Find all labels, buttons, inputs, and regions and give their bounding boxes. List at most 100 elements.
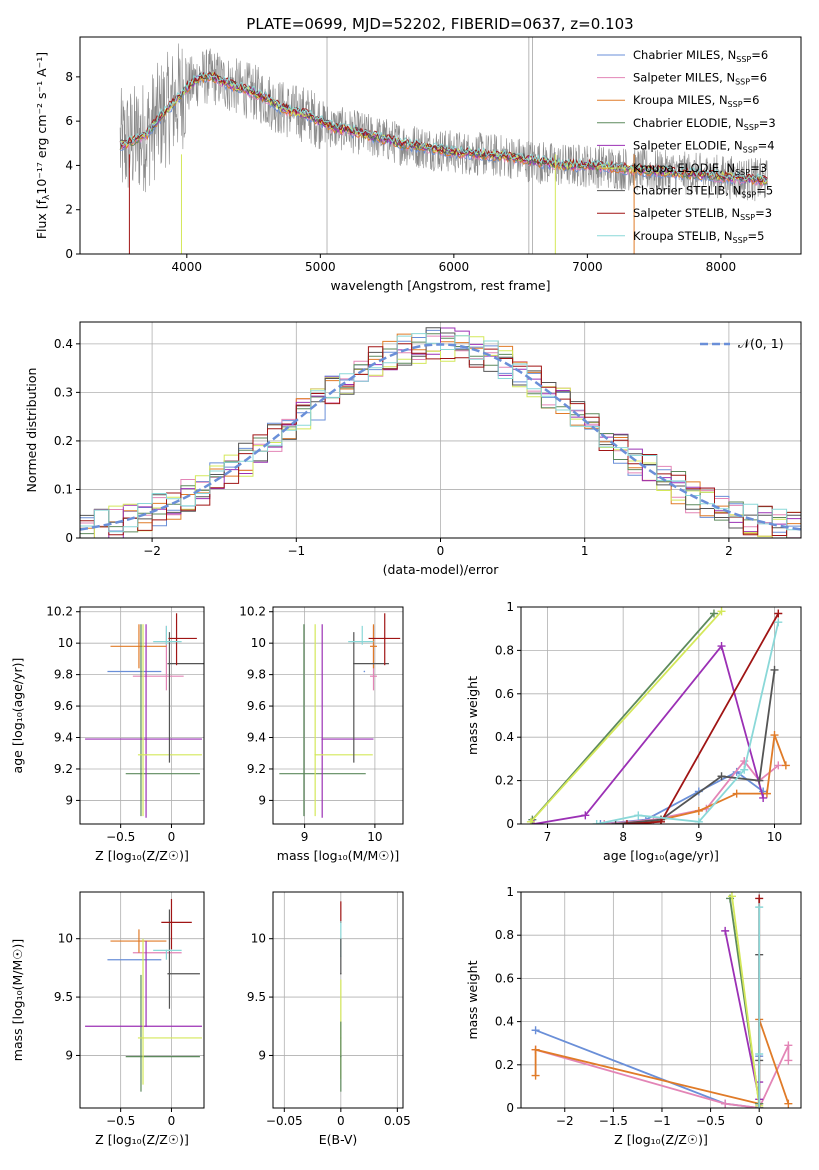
weight-vs-Z-xlabel: Z [log₁₀(Z/Z☉)] (614, 1132, 708, 1147)
age-vs-Z-point-3 (140, 772, 142, 775)
spectrum-xtick-label-2: 6000 (439, 260, 470, 274)
spectrum-legend-name-7: Salpeter STELIB, N (633, 206, 740, 220)
spectrum-legend-name-2: Kroupa MILES, N (633, 93, 728, 107)
weight-vs-Z-marker-2-4 (784, 1099, 793, 1108)
weight-vs-age-series-5 (530, 610, 723, 823)
weight-vs-age-marker-6-2 (717, 772, 726, 781)
mass-vs-Z-ytick-label-2: 10 (58, 932, 73, 946)
weight-vs-age-marker-6-3 (755, 776, 764, 785)
residuals-ytick-label-1: 0.1 (54, 482, 73, 496)
spectrum-legend-label-3: Chabrier ELODIE, NSSP=3 (633, 116, 776, 132)
mass-vs-Z-xtick-label-0: −0.5 (106, 1114, 135, 1128)
weight-vs-Z-marker-8-2 (755, 903, 764, 912)
spectrum-legend-count-2: =6 (743, 93, 760, 107)
mass-vs-EBV-xtick-label-1: 0 (337, 1114, 345, 1128)
weight-vs-Z-ytick-label-2: 0.4 (495, 1015, 514, 1029)
weight-vs-age-marker-8-4 (774, 618, 783, 627)
weight-vs-Z-ytick-label-0: 0 (506, 1101, 514, 1115)
residuals-marks (80, 327, 801, 538)
weight-vs-age-marker-1-5 (774, 761, 783, 770)
weight-vs-Z-ytick-label-3: 0.6 (495, 971, 514, 985)
residuals-ytick-label-0: 0 (65, 531, 73, 545)
spectrum-xtick-label-3: 7000 (572, 260, 603, 274)
residuals-axes: −2 −1 0 1 2 0 0.1 0.2 0.3 0.4 (data-model)/error No… (24, 321, 802, 577)
weight-vs-Z-series-1 (535, 1045, 790, 1108)
age-vs-mass-ytick-label-6: 10.2 (239, 605, 266, 619)
spectrum-marks (119, 37, 768, 254)
residuals-ylabel: Normed distribution (24, 368, 39, 493)
age-vs-Z-xtick-label-0: −0.5 (106, 830, 135, 844)
spectrum-legend-count-3: =3 (759, 116, 776, 130)
weight-vs-age-xtick-label-1: 8 (619, 830, 627, 844)
weight-vs-Z-axes: −2 −1.5 −1 −0.5 0 0 0.2 0.4 0.6 0.8 1 Z [log₁₀(Z/Z☉… (465, 885, 802, 1147)
weight-vs-age-marker-6-0 (611, 820, 620, 824)
spectrum-legend-count-1: =6 (750, 71, 767, 85)
age-vs-mass-ytick-label-5: 10 (251, 636, 266, 650)
weight-vs-age-marker-2-4 (762, 789, 771, 798)
age-vs-Z-point-7 (175, 637, 178, 640)
weight-vs-Z-xtick-label-4: 0 (755, 1114, 763, 1128)
residual-hist-4 (80, 327, 801, 538)
age-vs-mass-ytick-label-1: 9.2 (247, 762, 266, 776)
weight-vs-age-marker-8-0 (592, 820, 601, 824)
weight-vs-age-marker-2-2 (694, 806, 703, 815)
weight-vs-Z-marker-0-0 (531, 1026, 540, 1035)
age-vs-Z-ytick-label-2: 9.4 (54, 731, 73, 745)
age-vs-mass-axes: 9 10 9 9.2 9.4 9.6 9.8 10 10.2 mass [log₁₀(M/M☉)] (239, 605, 404, 863)
weight-vs-age-ytick-label-1: 0.2 (495, 774, 514, 788)
spectrum-ytick-label-3: 6 (65, 114, 73, 128)
weight-vs-age-ylabel: mass weight (465, 676, 480, 755)
residuals-ytick-label-2: 0.2 (54, 434, 73, 448)
spectrum-legend-sub-2: SSP (728, 100, 743, 109)
spectrum-legend-count-8: =5 (748, 229, 765, 243)
age-vs-Z-ytick-label-5: 10 (58, 636, 73, 650)
mass-vs-Z-point-3 (140, 1055, 142, 1058)
age-vs-Z-ytick-label-4: 9.8 (54, 668, 73, 682)
mass-vs-Z-point-5 (142, 1037, 144, 1039)
spectrum-legend-name-5: Kroupa ELODIE, N (633, 161, 735, 175)
mass-vs-EBV-xtick-label-0: −0.05 (266, 1114, 303, 1128)
spectrum-ylabel: Flux [fλ10⁻¹⁷ erg cm⁻² s⁻¹ A⁻¹] (34, 52, 52, 239)
spectrum-legend-sub-8: SSP (733, 236, 748, 245)
weight-vs-Z-series-4 (724, 930, 761, 1100)
weight-vs-age-marker-2-3 (732, 789, 741, 798)
age-vs-Z-ylabel: age [log₁₀(age/yr)] (10, 658, 25, 774)
age-vs-Z-point-4 (145, 738, 147, 740)
spectrum-xtick-label-1: 5000 (305, 260, 336, 274)
spectrum-legend-label-4: Salpeter ELODIE, NSSP=4 (633, 138, 775, 154)
residual-hist-7 (80, 343, 801, 536)
weight-vs-age-xtick-label-3: 10 (767, 830, 782, 844)
age-vs-mass-point-5 (314, 754, 316, 756)
weight-vs-age-ytick-label-3: 0.6 (495, 687, 514, 701)
residuals-xlabel: (data-model)/error (383, 562, 500, 577)
weight-vs-Z-marker-1-4 (784, 1056, 793, 1065)
weight-vs-age-marker-7-0 (622, 820, 631, 824)
spectrum-ylabel-main: Flux [f (34, 199, 49, 239)
age-vs-mass-ytick-label-4: 9.8 (247, 668, 266, 682)
weight-vs-age-ytick-label-5: 1 (506, 600, 514, 614)
age-vs-mass-ytick-label-0: 9 (258, 793, 266, 807)
age-vs-Z-xlabel: Z [log₁₀(Z/Z☉)] (95, 848, 189, 863)
weight-vs-age-marker-2-6 (781, 761, 790, 770)
residuals-ytick-label-4: 0.4 (54, 337, 73, 351)
mass-vs-EBV-ytick-label-0: 9 (258, 1048, 266, 1062)
weight-vs-Z-marker-4-0 (721, 926, 730, 935)
weight-vs-age-xlabel: age [log₁₀(age/yr)] (603, 848, 719, 863)
spectrum-ylabel-rest: 10⁻¹⁷ erg cm⁻² s⁻¹ A⁻¹] (34, 52, 49, 195)
weight-vs-Z-ytick-label-1: 0.2 (495, 1058, 514, 1072)
weight-vs-Z-marker-8-1 (755, 1050, 764, 1058)
weight-vs-age-xtick-label-0: 7 (544, 830, 552, 844)
weight-vs-age-marker-1-0 (600, 820, 609, 824)
spectrum-legend-count-0: =6 (751, 48, 768, 62)
age-vs-Z-point-8 (165, 640, 168, 643)
weight-vs-Z-xtick-label-3: −0.5 (696, 1114, 725, 1128)
spectrum-model-6 (119, 71, 768, 183)
spectrum-legend-count-4: =4 (758, 138, 775, 152)
mass-vs-Z-axes: −0.5 0 9 9.5 10 Z [log₁₀(Z/Z☉)] mass [log₁₀(M/… (10, 891, 205, 1147)
mass-vs-EBV-point-2 (340, 972, 342, 975)
weight-vs-Z-marker-8-0 (755, 1104, 764, 1108)
residual-hist-5 (80, 335, 801, 538)
weight-vs-age-marker-2-5 (770, 731, 779, 740)
